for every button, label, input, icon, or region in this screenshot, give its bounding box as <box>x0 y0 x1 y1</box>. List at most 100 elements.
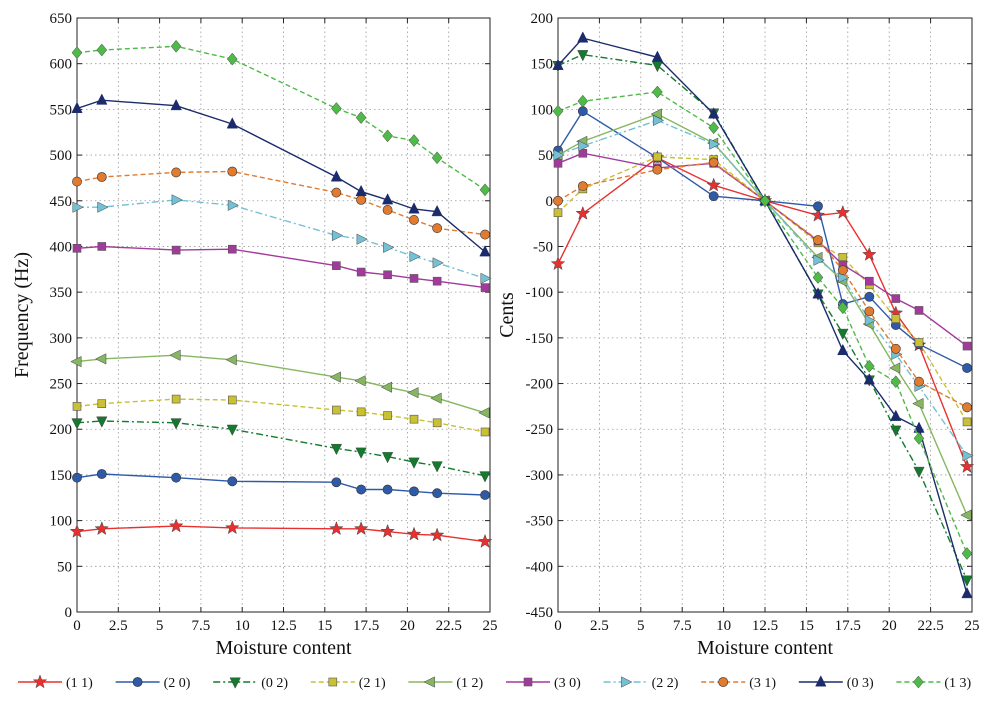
legend-marker <box>132 677 143 687</box>
data-point <box>225 354 237 366</box>
data-point <box>382 205 393 215</box>
data-point <box>652 114 665 127</box>
y-tick-label: 50 <box>57 559 72 575</box>
legend-item: (1 1) <box>18 674 93 691</box>
data-point <box>330 170 343 182</box>
data-point <box>961 575 973 587</box>
data-point <box>961 586 973 599</box>
data-point <box>170 39 182 53</box>
data-point <box>480 490 490 500</box>
data-point <box>837 328 849 341</box>
series-line <box>76 245 486 289</box>
series-0-2 <box>552 50 973 587</box>
legend-marker <box>621 676 633 688</box>
x-tick-label: 5 <box>637 618 645 634</box>
data-point <box>837 265 848 276</box>
y-tick-label: 650 <box>50 11 73 27</box>
data-point <box>812 271 824 284</box>
data-point <box>431 151 443 165</box>
data-point <box>329 521 344 536</box>
data-point <box>432 223 443 234</box>
data-point <box>813 254 825 266</box>
data-point <box>332 405 341 415</box>
y-tick-label: 550 <box>50 102 73 118</box>
y-axis-title: Frequency (Hz) <box>11 252 33 378</box>
data-point <box>553 208 563 217</box>
data-point <box>171 194 183 206</box>
data-point <box>912 397 924 410</box>
data-point <box>355 447 367 459</box>
data-point <box>864 306 875 317</box>
data-point <box>865 276 874 286</box>
data-point <box>429 527 445 542</box>
data-point <box>226 424 238 436</box>
data-point <box>479 183 491 197</box>
data-point <box>862 246 877 261</box>
data-point <box>577 94 589 108</box>
y-tick-label: 600 <box>50 57 73 73</box>
x-axis-title: Moisture content <box>215 637 352 659</box>
data-point <box>226 52 238 66</box>
data-point <box>552 104 564 118</box>
data-point <box>577 181 588 192</box>
data-point <box>480 427 490 437</box>
data-point <box>708 157 719 168</box>
data-point <box>432 257 444 269</box>
legend-label: (1 2) <box>456 676 483 691</box>
data-point <box>97 242 107 251</box>
series-line <box>76 398 486 433</box>
legend-marker <box>913 675 924 689</box>
series-3-0 <box>553 148 972 351</box>
legend-item: (2 2) <box>603 676 679 691</box>
data-point <box>962 341 972 351</box>
data-point <box>71 418 83 430</box>
legend-label: (1 3) <box>944 676 971 691</box>
data-point <box>577 106 588 117</box>
y-tick-label: 150 <box>50 468 73 484</box>
data-point <box>431 204 443 217</box>
data-point <box>382 129 393 143</box>
data-point <box>813 235 823 245</box>
series-line <box>557 91 968 554</box>
x-tick-label: 5 <box>156 618 164 634</box>
data-point <box>706 177 721 192</box>
data-point <box>480 272 492 285</box>
data-point <box>356 484 367 495</box>
y-tick-label: 350 <box>50 285 73 301</box>
x-tick-label: 22.5 <box>917 618 943 634</box>
x-tick-label: 12.5 <box>752 618 778 634</box>
data-point <box>329 371 341 383</box>
data-point <box>408 202 420 214</box>
data-point <box>355 184 367 197</box>
y-tick-label: -400 <box>526 559 554 575</box>
data-point <box>72 176 82 187</box>
data-point <box>577 50 589 62</box>
data-point <box>171 167 182 178</box>
data-point <box>651 50 664 62</box>
data-point <box>653 152 662 162</box>
y-tick-label: -250 <box>526 422 554 438</box>
series-line <box>76 354 486 414</box>
data-point <box>227 166 238 177</box>
data-point <box>72 472 82 483</box>
data-point <box>331 102 342 115</box>
data-point <box>432 276 442 286</box>
series-0-2 <box>71 416 491 483</box>
series-1-1 <box>69 518 493 548</box>
legend-item: (3 1) <box>701 676 776 691</box>
data-point <box>330 443 343 456</box>
data-point <box>354 375 366 387</box>
x-tick-label: 17.5 <box>835 618 861 634</box>
data-point <box>69 523 85 538</box>
data-point <box>383 270 392 280</box>
y-tick-label: 0 <box>65 605 73 621</box>
x-tick-label: 7.5 <box>192 618 211 634</box>
series-line <box>76 420 486 477</box>
data-point <box>96 172 107 182</box>
data-point <box>382 484 393 495</box>
legend-item: (1 2) <box>408 676 484 691</box>
data-point <box>96 43 108 57</box>
data-point <box>171 472 182 483</box>
data-point <box>408 134 420 147</box>
